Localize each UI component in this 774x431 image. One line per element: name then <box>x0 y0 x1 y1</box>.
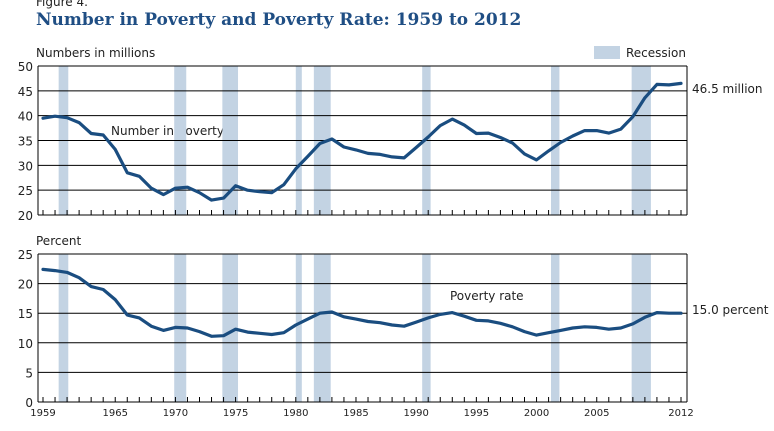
x-tick-label: 2005 <box>584 408 609 419</box>
recession-band <box>295 254 302 402</box>
chart-title: Number in Poverty and Poverty Rate: 1959… <box>36 10 521 30</box>
legend-recession-label: Recession <box>626 46 686 60</box>
x-tick-label: 1990 <box>403 408 428 419</box>
recession-band <box>222 254 239 402</box>
x-tick-label: 1995 <box>464 408 489 419</box>
top-ylabel: Numbers in millions <box>36 46 155 60</box>
x-tick-label: 2000 <box>524 408 549 419</box>
y-tick-label: 0 <box>25 396 33 410</box>
x-tick-label: 2012 <box>668 408 693 419</box>
y-tick-label: 5 <box>25 366 33 380</box>
y-tick-label: 50 <box>18 60 33 74</box>
recession-band <box>550 254 560 402</box>
recession-band <box>58 254 69 402</box>
series-line <box>41 81 683 202</box>
bottom-ylabel: Percent <box>36 234 81 248</box>
x-tick-label: 1975 <box>223 408 248 419</box>
y-tick-label: 30 <box>18 159 33 173</box>
x-tick-label: 1965 <box>102 408 127 419</box>
legend-recession-swatch <box>594 46 620 59</box>
x-tick-label: 1980 <box>283 408 308 419</box>
top-series-label: Number in poverty <box>111 124 224 138</box>
series-line <box>41 267 683 338</box>
bottom-end-label: 15.0 percent <box>692 303 769 317</box>
x-tick-label: 1970 <box>163 408 188 419</box>
y-tick-label: 25 <box>18 248 33 262</box>
recession-band <box>631 254 651 402</box>
top-end-label: 46.5 million <box>692 82 763 96</box>
y-tick-label: 40 <box>18 110 33 124</box>
y-tick-label: 45 <box>18 85 33 99</box>
recession-band <box>422 254 431 402</box>
y-tick-label: 20 <box>18 278 33 292</box>
y-tick-label: 35 <box>18 135 33 149</box>
figure-label: Figure 4. <box>36 0 88 9</box>
bottom-series-label: Poverty rate <box>450 289 524 303</box>
x-tick-label: 1959 <box>30 408 55 419</box>
y-tick-label: 10 <box>18 337 33 351</box>
y-tick-label: 20 <box>18 209 33 223</box>
y-tick-label: 25 <box>18 184 33 198</box>
recession-band <box>313 254 331 402</box>
x-tick-label: 1985 <box>343 408 368 419</box>
y-tick-label: 15 <box>18 307 33 321</box>
